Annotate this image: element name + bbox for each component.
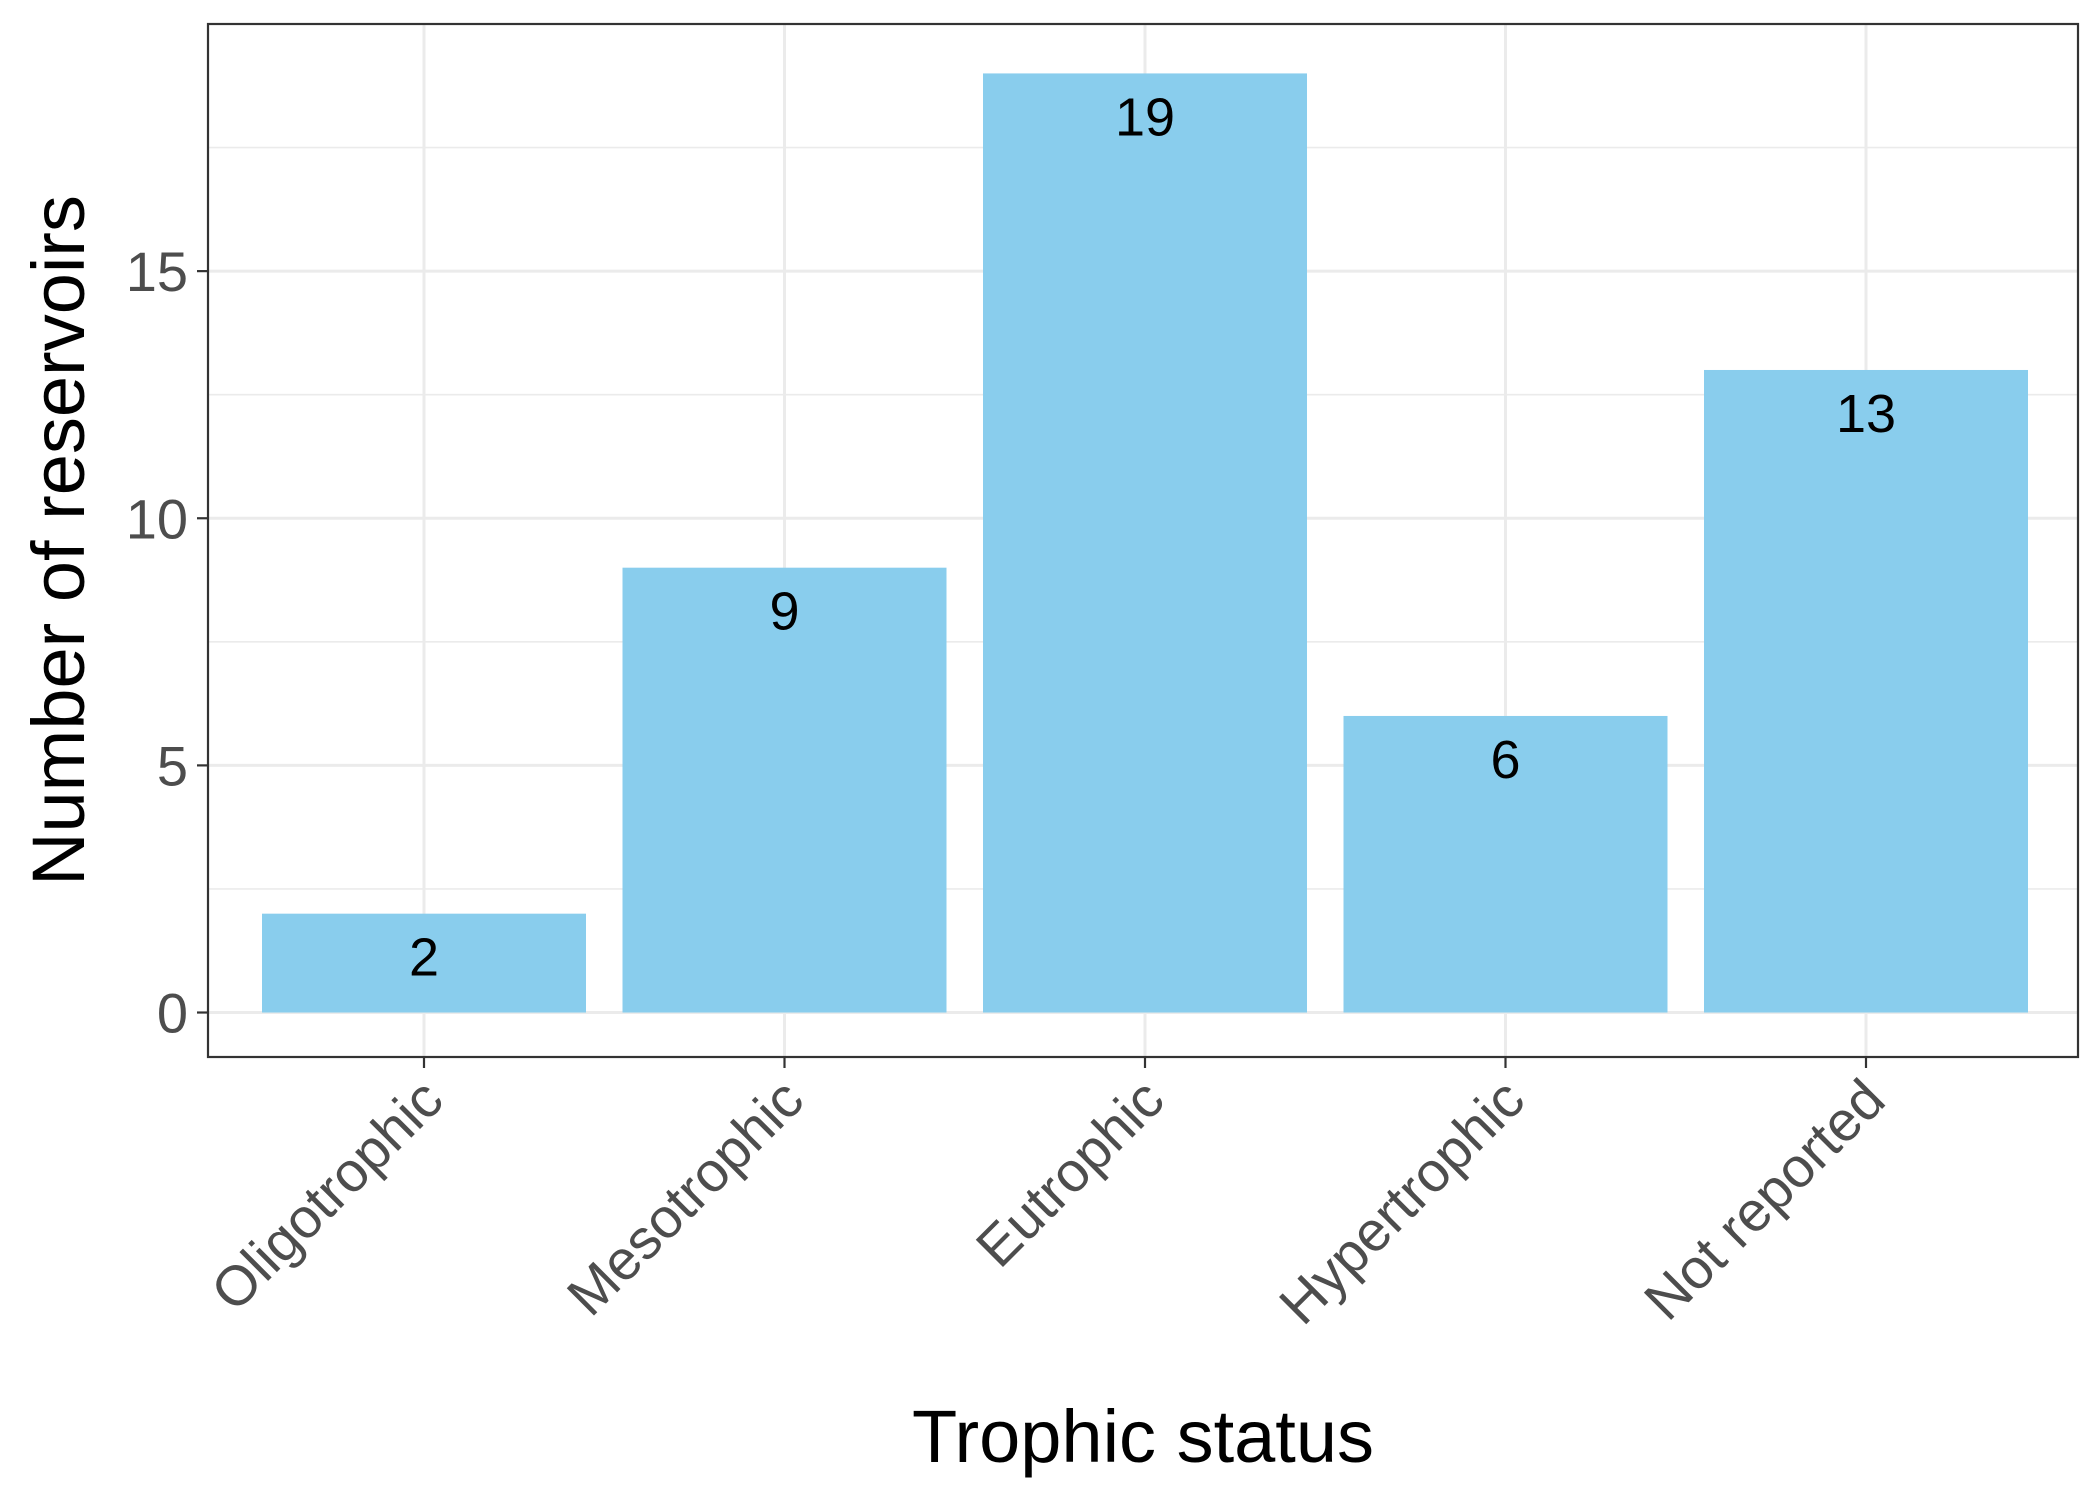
bars (262, 73, 2028, 1013)
y-tick-label: 0 (157, 982, 188, 1045)
bar-value-label: 9 (769, 582, 799, 642)
y-axis-title: Number of reservoirs (17, 195, 100, 886)
bar-not-reported (1704, 369, 2028, 1013)
bar-value-label: 19 (1115, 87, 1175, 147)
y-tick-label: 15 (126, 240, 188, 303)
bar-value-label: 2 (409, 928, 439, 988)
x-axis-title: Trophic status (912, 1395, 1374, 1478)
y-tick-label: 10 (126, 487, 188, 550)
bar-value-labels: 2 9 19 6 13 (409, 87, 1896, 987)
bar-oligotrophic (262, 913, 586, 1013)
bar-value-label: 13 (1836, 384, 1896, 444)
bar-eutrophic (983, 73, 1307, 1013)
bar-hypertrophic (1343, 715, 1668, 1013)
bar-value-label: 6 (1490, 730, 1520, 790)
plot-panel-border (206, 22, 2080, 1059)
bar-mesotrophic (622, 567, 947, 1013)
y-tick-label: 5 (157, 734, 188, 797)
